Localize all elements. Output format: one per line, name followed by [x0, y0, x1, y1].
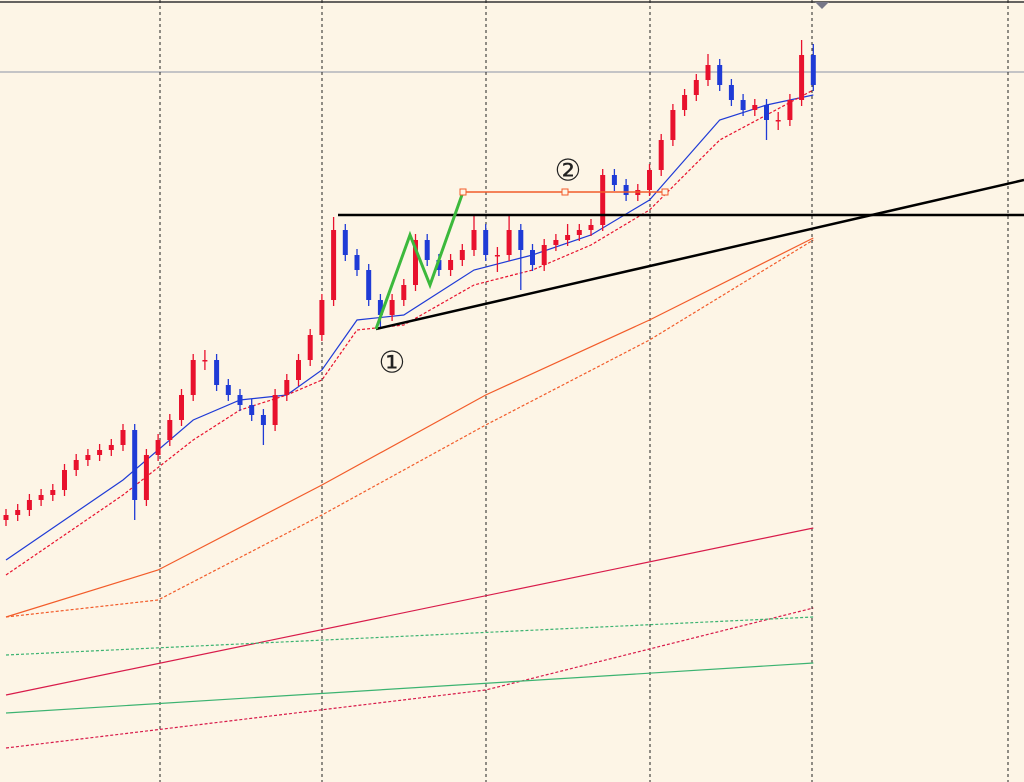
candle-body	[413, 240, 418, 285]
annotation: ②	[555, 154, 582, 189]
candle-body	[73, 460, 79, 470]
candle-body	[260, 415, 266, 425]
candle-body	[202, 360, 208, 362]
candle-body	[389, 300, 395, 315]
candle-body	[354, 255, 360, 270]
trend-line	[375, 178, 1024, 331]
candle-body	[588, 225, 594, 230]
moving-average	[5, 607, 814, 749]
moving-average	[5, 89, 814, 576]
candle-body	[331, 230, 337, 300]
candle-body	[530, 250, 535, 265]
candle-body	[658, 140, 664, 170]
candle-body	[62, 470, 67, 490]
candle-body	[810, 55, 816, 85]
candle-body	[705, 65, 711, 80]
candle-body	[143, 455, 149, 500]
candle-body	[518, 230, 524, 250]
candle-body	[85, 455, 91, 460]
candle-body	[553, 240, 559, 245]
candle-body	[237, 395, 243, 405]
candle-body	[155, 440, 161, 455]
moving-average	[5, 94, 814, 561]
candle-body	[179, 395, 184, 420]
zigzag	[374, 191, 465, 330]
candle-body	[284, 380, 290, 395]
candle-body	[682, 95, 688, 110]
candle-body	[752, 105, 758, 110]
candle-body	[728, 85, 734, 100]
candle-body	[576, 230, 582, 235]
candle-body	[15, 510, 21, 515]
candle-body	[506, 230, 512, 255]
candle-body	[377, 300, 383, 315]
candle-body	[190, 360, 196, 395]
vertical-grid	[159, 0, 1009, 782]
candle-body	[647, 170, 652, 190]
candle-body	[120, 430, 126, 445]
candle-body	[436, 260, 442, 270]
candle-body	[3, 515, 9, 520]
handle	[561, 188, 569, 196]
candle-body	[494, 255, 500, 257]
candle-body	[132, 430, 138, 500]
candle-body	[225, 385, 231, 395]
candle-body	[775, 120, 781, 122]
candle-body	[693, 80, 699, 95]
drawings	[338, 178, 1024, 331]
candle-body	[787, 100, 793, 120]
candle-body	[717, 65, 723, 85]
handle	[459, 188, 467, 196]
candle-body	[272, 395, 278, 425]
candle-body	[611, 175, 617, 185]
candle-body	[307, 335, 313, 360]
candle-body	[249, 405, 255, 415]
candle-body	[483, 230, 489, 255]
candle-body	[50, 490, 56, 495]
candle-body	[366, 270, 372, 300]
candle-body	[401, 285, 407, 300]
moving-averages	[5, 89, 814, 749]
candle-body	[342, 230, 348, 255]
candle-body	[799, 55, 805, 100]
candle-body	[565, 235, 571, 240]
candle-body	[167, 420, 173, 440]
candle-body	[424, 240, 430, 260]
candle-body	[97, 450, 103, 455]
candle-body	[471, 230, 477, 250]
candle-body	[26, 500, 32, 510]
candle-body	[600, 175, 606, 225]
candle-body	[764, 105, 769, 120]
marker	[815, 2, 829, 9]
candles	[3, 40, 816, 526]
annotation: ①	[379, 346, 406, 381]
moving-average	[5, 662, 814, 714]
moving-average	[5, 237, 814, 618]
candle-body	[296, 360, 301, 380]
candle-body	[108, 445, 114, 450]
candle-body	[670, 110, 676, 140]
candle-body	[459, 250, 465, 260]
moving-average	[5, 239, 814, 618]
candle-body	[623, 185, 629, 195]
moving-average	[5, 527, 814, 696]
handle	[661, 188, 669, 196]
candle-body	[740, 100, 746, 110]
candle-body	[448, 260, 454, 270]
candle-body	[319, 300, 325, 335]
candle-body	[541, 245, 547, 265]
candle-body	[38, 495, 44, 500]
candle-body	[214, 360, 220, 385]
